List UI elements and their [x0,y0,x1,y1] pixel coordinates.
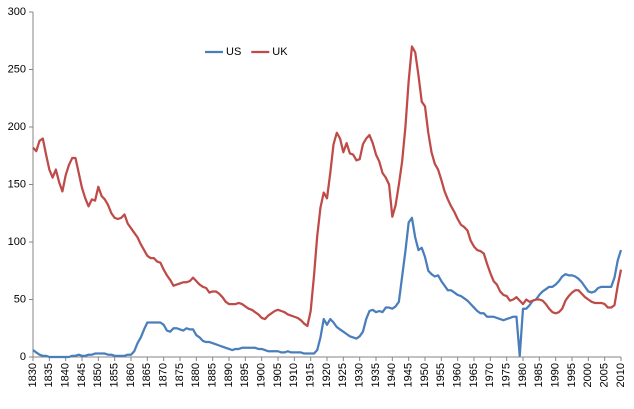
x-tick-label: 2010 [615,363,627,387]
x-tick-label: 1870 [158,363,170,387]
x-tick-label: 1960 [452,363,464,387]
legend-label: UK [272,46,288,58]
x-tick-label: 1850 [92,363,104,387]
x-tick-label: 1950 [419,363,431,387]
x-tick-label: 2000 [582,363,594,387]
series-line [32,45,623,328]
x-tick-label: 1885 [207,363,219,387]
x-tick-label: 2005 [599,363,611,387]
x-tick-label: 1985 [533,363,545,387]
x-tick-label: 1855 [109,363,121,387]
y-tick-label: 50 [14,293,26,305]
x-tick-label: 1955 [435,363,447,387]
x-tick-label: 1905 [272,363,284,387]
x-tick-label: 1875 [174,363,186,387]
y-tick-label: 100 [8,236,26,248]
x-tick-label: 1975 [501,363,513,387]
x-tick-label: 1995 [566,363,578,387]
x-tick-label: 1965 [468,363,480,387]
y-tick-label: 0 [20,351,26,363]
x-tick-label: 1940 [386,363,398,387]
x-tick-label: 1990 [550,363,562,387]
x-tick-label: 1895 [239,363,251,387]
x-tick-label: 1840 [60,363,72,387]
x-tick-label: 1970 [484,363,496,387]
series-line [32,216,623,359]
x-tick-label: 1880 [190,363,202,387]
x-tick-label: 1910 [288,363,300,387]
y-tick-label: 250 [8,63,26,75]
y-tick-label: 150 [8,178,26,190]
y-tick-label: 300 [8,6,26,18]
x-tick-label: 1845 [76,363,88,387]
legend-label: US [226,46,241,58]
x-tick-label: 1865 [141,363,153,387]
x-tick-label: 1890 [223,363,235,387]
x-tick-label: 1860 [125,363,137,387]
x-tick-label: 1915 [305,363,317,387]
x-tick-label: 1920 [321,363,333,387]
x-tick-label: 1830 [27,363,39,387]
x-tick-label: 1900 [256,363,268,387]
x-tick-label: 1945 [403,363,415,387]
x-tick-label: 1925 [337,363,349,387]
y-tick-label: 200 [8,121,26,133]
x-tick-label: 1935 [370,363,382,387]
x-tick-label: 1980 [517,363,529,387]
x-tick-label: 1930 [354,363,366,387]
x-tick-label: 1835 [43,363,55,387]
